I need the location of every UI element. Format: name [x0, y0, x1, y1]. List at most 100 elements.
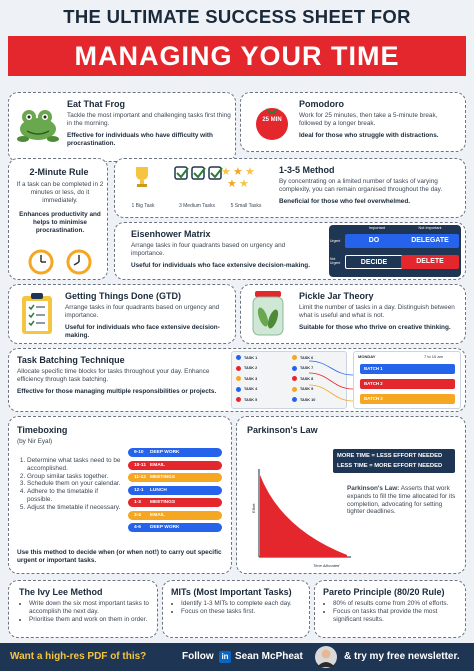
task-connector-lines [309, 360, 353, 402]
task-label: TASK 3 [244, 376, 258, 381]
pickle-jar-title: Pickle Jar Theory [299, 291, 374, 301]
parkinson-curve [258, 469, 351, 558]
task-label: TASK 6 [300, 355, 314, 360]
svg-text:★: ★ [245, 165, 255, 178]
schedule-label: DEEP WORK [150, 525, 180, 530]
trophy-icon [136, 167, 148, 187]
mits-card: MITs (Most Important Tasks) Identify 1-3… [162, 580, 310, 638]
pareto-card: Pareto Principle (80/20 Rule) 80% of res… [314, 580, 466, 638]
gtd-title: Getting Things Done (GTD) [65, 291, 181, 301]
frog-icon [17, 110, 59, 142]
clipboard-icon [22, 293, 52, 334]
timeboxing-title: Timeboxing [17, 425, 68, 435]
one-three-five-desc: By concentrating on a limited number of … [279, 178, 443, 193]
one-three-five-card: ★ ★ ★ ★ ★ 1 Big Task 3 Medium Tasks 5 Sm… [114, 158, 466, 218]
timeboxing-steps: Determine what tasks need to be accompli… [17, 457, 121, 512]
eisenhower-matrix: Important Not Important Urgent Not Urgen… [329, 225, 461, 277]
schedule-time: 4-6 [134, 525, 141, 530]
batching-desc: Allocate specific time blocks for tasks … [17, 368, 210, 383]
parkinson-equation-box: MORE TIME = LESS EFFORT NEEDED LESS TIME… [333, 449, 455, 473]
schedule-label: EMAIL [150, 512, 165, 518]
timeboxing-step: Determine what tasks need to be accompli… [27, 457, 121, 473]
schedule-time: 1-3 [134, 500, 141, 505]
footer-pdf-text: Want a high-res PDF of this? [10, 651, 147, 662]
eat-that-frog-card: Eat That Frog Tackle the most important … [8, 92, 236, 162]
svg-text:★: ★ [221, 165, 231, 178]
task-label: TASK 2 [244, 366, 258, 370]
mits-bullet: Identify 1-3 MITs to complete each day. [181, 600, 305, 608]
matrix-delegate: DELEGATE [401, 234, 459, 248]
task-list-panel [231, 351, 347, 409]
batch-2: BATCH 2 [360, 379, 455, 389]
mits-bullet: Focus on these tasks first. [181, 608, 305, 616]
page-title: THE ULTIMATE SUCCESS SHEET FOR [63, 6, 411, 27]
mits-title: MITs (Most Important Tasks) [171, 587, 292, 597]
timeboxing-step: Schedule them on your calendar. [27, 480, 121, 488]
two-minute-title: 2-Minute Rule [29, 167, 89, 177]
parkinson-card: Parkinson's Law Effort Time Allocated MO… [236, 416, 466, 574]
eisenhower-title: Eisenhower Matrix [131, 229, 211, 239]
gtd-card: Getting Things Done (GTD) Arrange tasks … [8, 284, 236, 344]
parkinson-desc-text: Asserts that work expands to fill the ti… [347, 485, 456, 516]
parkinson-desc: Parkinson's Law: Asserts that work expan… [347, 485, 457, 516]
task-dot [236, 376, 241, 381]
two-minute-for: Enhances productivity and helps to minim… [19, 211, 101, 234]
pomodoro-for: Ideal for those who struggle with distra… [299, 132, 439, 139]
matrix-row-urgent: Urgent [330, 239, 341, 243]
batch-1: BATCH 1 [360, 364, 455, 374]
schedule-block: 1-3 MEETINGS [128, 498, 222, 507]
clock-icon [66, 249, 92, 275]
schedule-block: 11-12 MEETINGS [128, 473, 222, 482]
schedule-label: DEEP WORK [150, 450, 180, 455]
parkinson-title: Parkinson's Law [247, 425, 318, 435]
checkmarks-icon [174, 166, 223, 180]
gtd-for: Useful for individuals who face extensiv… [65, 324, 220, 339]
ivy-lee-bullet: Write down the six most important tasks … [29, 600, 155, 616]
batch-day-label: MONDAY [358, 354, 376, 359]
pareto-bullet: 80% of results come from 20% of efforts. [333, 600, 463, 608]
task-dot [236, 386, 241, 392]
footer-newsletter-text[interactable]: & try my free newsletter. [344, 651, 460, 662]
ivy-lee-card: The Ivy Lee Method Write down the six mo… [8, 580, 158, 638]
schedule-label: MEETINGS [150, 475, 176, 480]
timeboxing-note: Use this method to decide when (or when … [17, 549, 222, 564]
eat-that-frog-for: Effective for individuals who have diffi… [67, 132, 213, 147]
linkedin-icon[interactable]: in [219, 651, 231, 663]
avatar [315, 646, 337, 668]
parkinson-desc-bold: Parkinson's Law: [347, 485, 400, 492]
timeboxing-author: (by Nir Eyal) [17, 438, 53, 445]
parkinson-ylabel: Effort [251, 503, 256, 514]
task-dot [236, 365, 241, 371]
task-dot [292, 355, 297, 360]
footer-follow-text: Follow [182, 651, 214, 662]
pomodoro-card: 25 MIN Pomodoro Work for 25 minutes, the… [240, 92, 466, 152]
tomato-label: 25 MIN [262, 117, 282, 123]
footer-bar: Want a high-res PDF of this? Follow in S… [0, 643, 474, 671]
clock-icon [28, 249, 54, 275]
task-dot [292, 397, 297, 402]
small-tasks-label: 5 Small Tasks [230, 203, 262, 209]
task-dot [292, 386, 297, 392]
parkinson-xlabel: Time Allocated [313, 563, 340, 568]
schedule-time: 10-11 [134, 462, 147, 468]
task-dot [236, 397, 241, 402]
task-dot [292, 376, 297, 381]
title-banner: MANAGING YOUR TIME [8, 36, 466, 76]
one-three-five-title: 1-3-5 Method [279, 165, 335, 175]
footer-author-name[interactable]: Sean McPheat [235, 651, 303, 662]
svg-text:★: ★ [239, 177, 249, 190]
ivy-lee-title: The Ivy Lee Method [19, 587, 103, 597]
parkinson-line2: LESS TIME = MORE EFFORT NEEDED [337, 463, 443, 469]
schedule-block: 10-11 EMAIL [128, 460, 222, 470]
schedule-time: 11-12 [134, 475, 147, 480]
batching-for: Effective for those managing multiple re… [17, 388, 217, 395]
eisenhower-desc: Arrange tasks in four quadrants based on… [131, 242, 286, 257]
matrix-col-not-important: Not Important [418, 226, 442, 230]
timeboxing-card: Timeboxing (by Nir Eyal) Determine what … [8, 416, 232, 574]
stars-icon: ★ ★ ★ ★ ★ [221, 165, 255, 190]
parkinson-line1: MORE TIME = LESS EFFORT NEEDED [337, 453, 443, 459]
task-label: TASK 4 [244, 387, 258, 391]
schedule-time: 3-4 [134, 512, 141, 518]
eat-that-frog-desc: Tackle the most important and challengin… [67, 112, 231, 127]
matrix-col-important: Important [368, 226, 386, 230]
